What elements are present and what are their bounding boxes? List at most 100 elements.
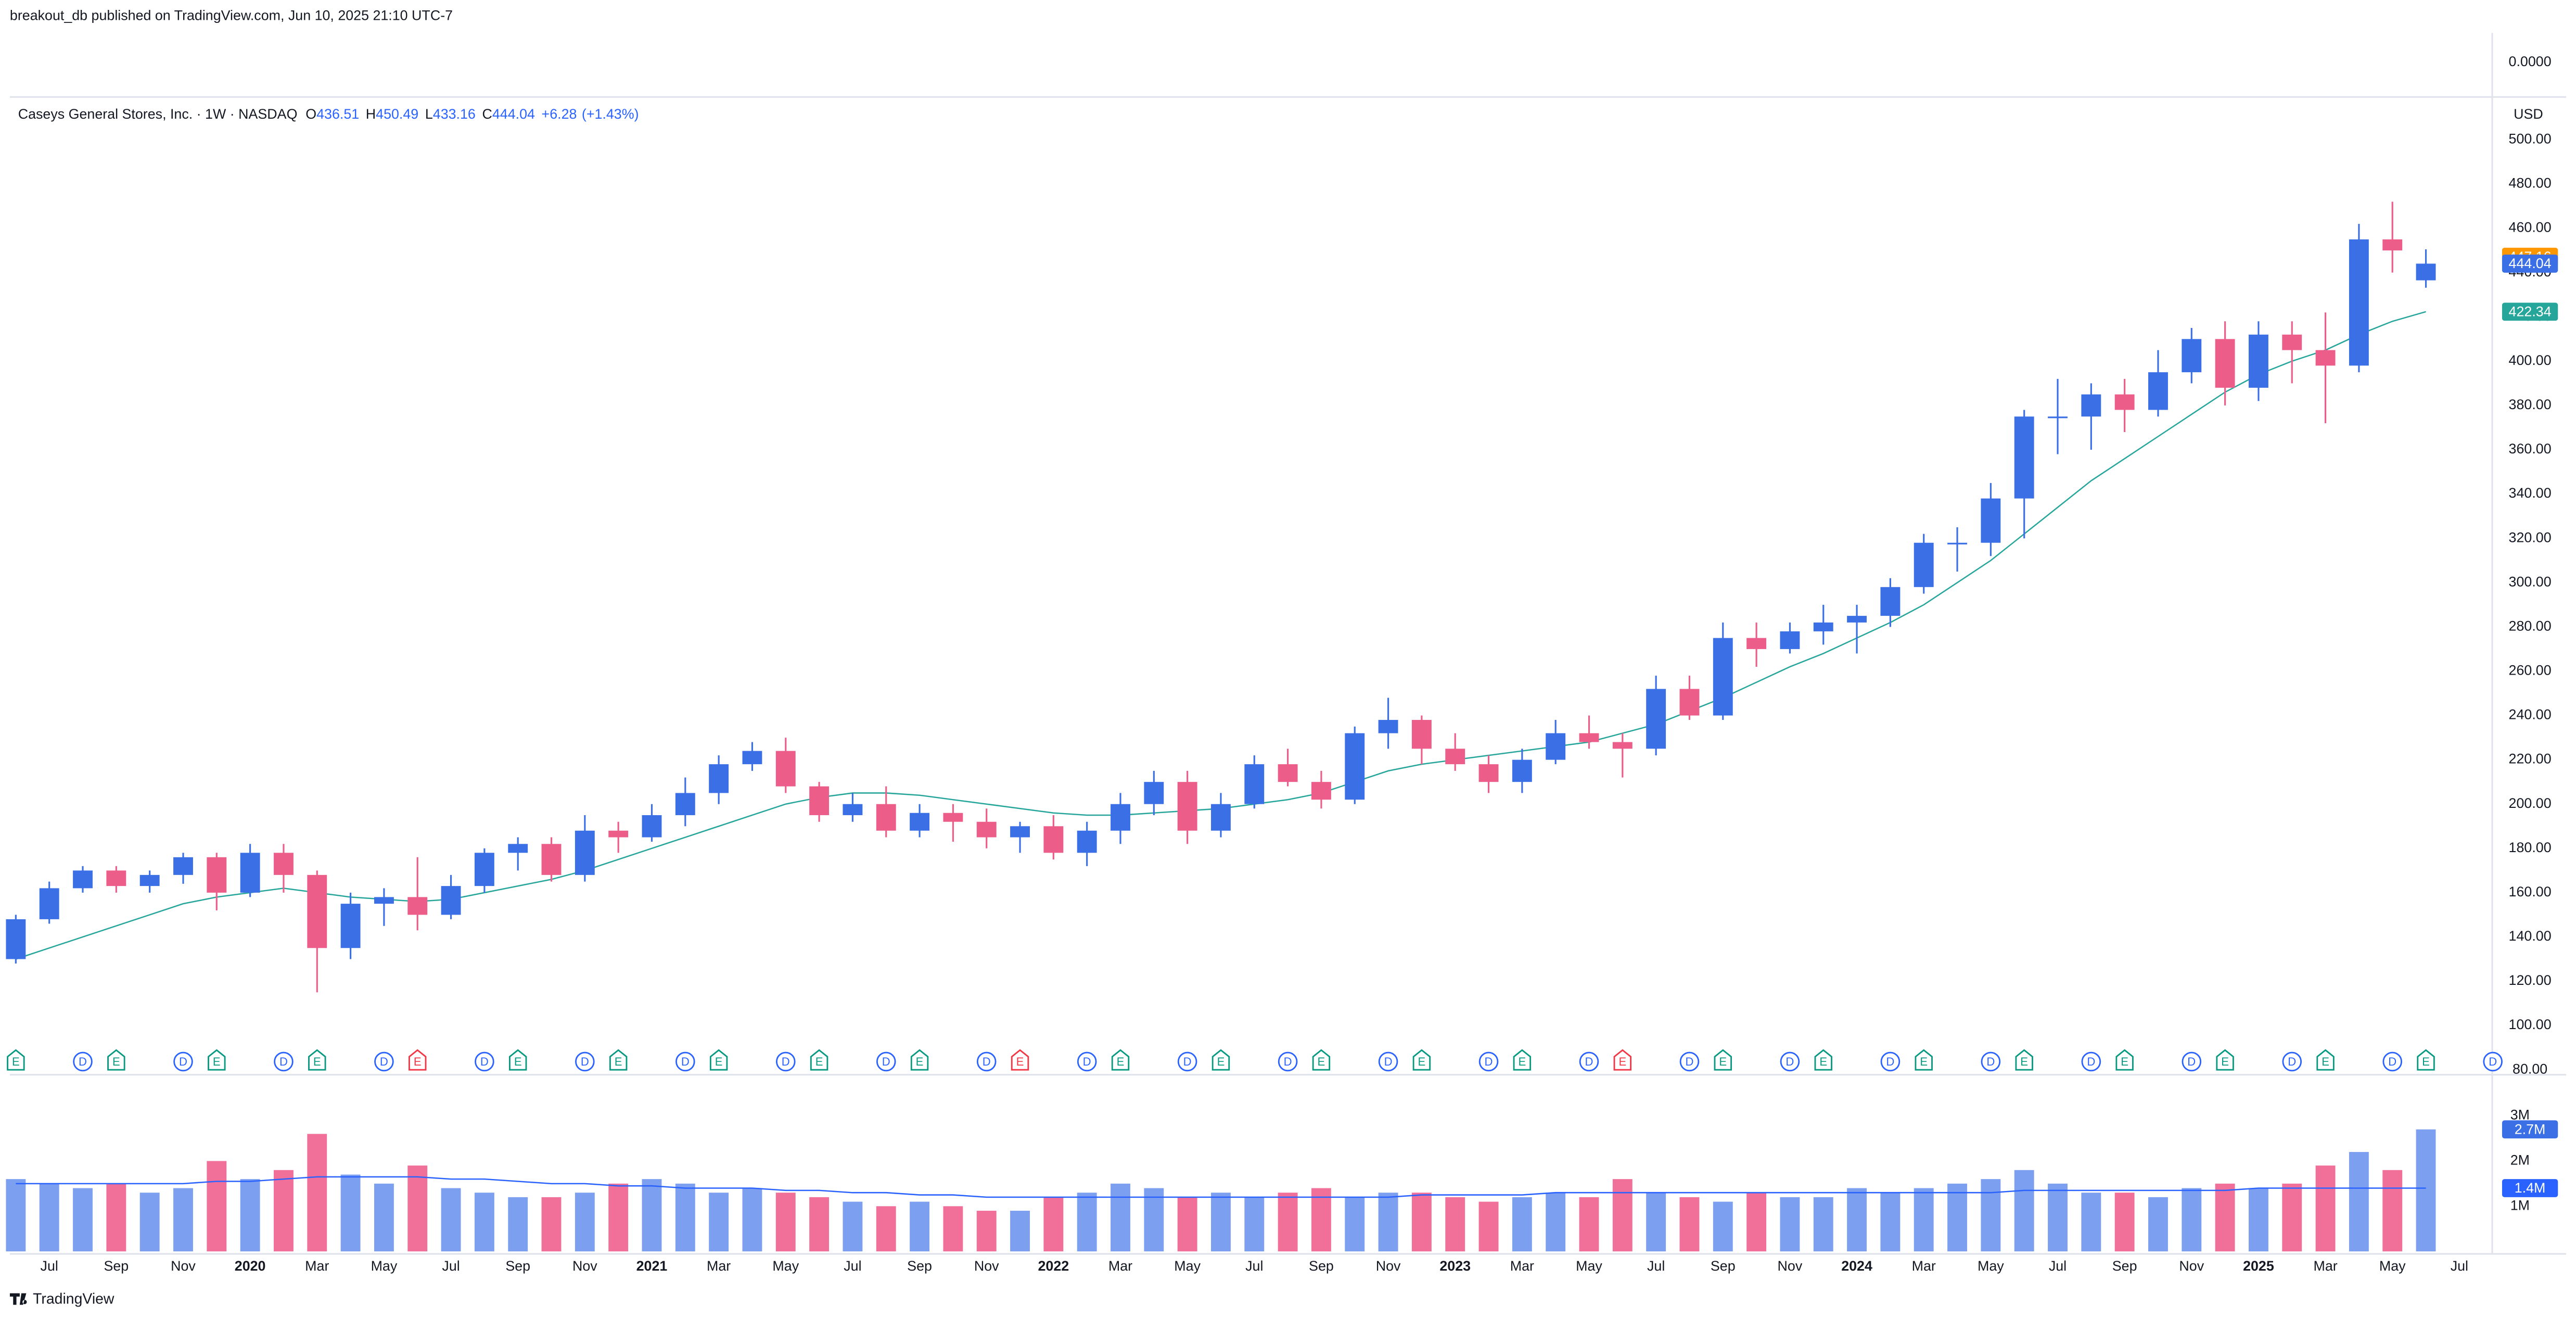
volume-bar <box>1679 1197 1700 1252</box>
event-label: D <box>983 1055 991 1068</box>
volume-bar <box>1780 1197 1800 1252</box>
candle-body <box>441 886 461 915</box>
candle-body <box>1847 616 1867 623</box>
candle-body <box>2248 334 2268 388</box>
y-tick-label: 100.00 <box>2509 1017 2552 1032</box>
event-shape <box>575 1051 595 1072</box>
volume-tag-label: 2.7M <box>2515 1121 2546 1137</box>
event-shape <box>2182 1051 2202 1072</box>
event-label: D <box>279 1055 288 1068</box>
x-tick-label: Mar <box>1912 1258 1936 1274</box>
candle-body <box>73 870 93 889</box>
volume-tag <box>2502 1120 2558 1139</box>
event-marker: D <box>1679 1051 1700 1072</box>
volume-bar <box>1211 1193 1231 1252</box>
event-label: D <box>1485 1055 1493 1068</box>
ohlc-letter: H <box>366 106 376 122</box>
event-label: D <box>1585 1055 1593 1068</box>
x-tick-label: 2021 <box>636 1258 668 1274</box>
candle-body <box>1713 638 1733 716</box>
x-tick-label: Sep <box>104 1258 129 1274</box>
symbol-title: Caseys General Stores, Inc. · 1W · NASDA… <box>18 106 298 122</box>
event-label: E <box>514 1055 522 1068</box>
volume-tick-label: 1M <box>2510 1197 2530 1213</box>
event-shape <box>208 1049 226 1071</box>
volume-bar <box>876 1206 896 1252</box>
x-tick-label: Sep <box>505 1258 530 1274</box>
event-shape <box>374 1051 394 1072</box>
y-tick-label: 380.00 <box>2509 397 2552 412</box>
x-tick-label: 2024 <box>1841 1258 1872 1274</box>
y-tick-label: 260.00 <box>2509 663 2552 678</box>
candle-body <box>374 897 394 904</box>
volume-tag-label: 1.4M <box>2515 1180 2546 1196</box>
volume-bar <box>1512 1197 1532 1252</box>
volume-bar <box>407 1165 428 1252</box>
volume-bar <box>2148 1197 2168 1252</box>
event-label: E <box>1318 1055 1325 1068</box>
volume-bar <box>139 1193 160 1252</box>
candle-body <box>508 844 528 853</box>
event-shape <box>675 1051 695 1072</box>
candle-body <box>775 751 796 787</box>
price-tag <box>2502 302 2558 321</box>
candle-body <box>1579 733 1599 742</box>
event-shape <box>1111 1049 1130 1071</box>
event-label: D <box>1685 1055 1693 1068</box>
x-tick-label: Jul <box>442 1258 460 1274</box>
candle-body <box>742 751 762 765</box>
event-shape <box>107 1049 125 1071</box>
event-shape <box>1714 1049 1732 1071</box>
candle-body <box>1880 587 1901 616</box>
y-tick-label: 480.00 <box>2509 175 2552 191</box>
volume-bar <box>976 1210 997 1252</box>
event-shape <box>775 1051 796 1072</box>
x-tick-label: Nov <box>974 1258 999 1274</box>
candle-body <box>2114 394 2135 410</box>
event-shape <box>1679 1051 1700 1072</box>
candle-body <box>843 804 863 815</box>
volume-bar <box>1445 1197 1465 1252</box>
event-label: D <box>179 1055 187 1068</box>
volume-bar <box>374 1183 394 1252</box>
candle-body <box>1378 720 1398 733</box>
candle-body <box>1278 764 1298 782</box>
volume-bar <box>2349 1152 2369 1252</box>
price-tag-label: 422.34 <box>2509 303 2552 319</box>
event-shape <box>2382 1051 2403 1072</box>
event-shape <box>709 1049 728 1071</box>
event-marker: D <box>575 1051 595 1072</box>
candle-body <box>1445 749 1465 765</box>
volume-bar <box>1111 1183 1130 1252</box>
event-label: D <box>2187 1055 2196 1068</box>
event-label: E <box>2422 1055 2430 1068</box>
volume-bar <box>2114 1193 2135 1252</box>
volume-tick-label: 3M <box>2510 1107 2530 1123</box>
x-tick-label: Sep <box>1711 1258 1736 1274</box>
candle-body <box>575 830 595 875</box>
candle-body <box>2081 394 2101 417</box>
event-shape <box>1478 1051 1499 1072</box>
candle-body <box>207 857 227 893</box>
event-label: E <box>1920 1055 1928 1068</box>
event-shape <box>2081 1051 2101 1072</box>
volume-bar <box>274 1170 294 1252</box>
event-shape <box>2316 1049 2335 1071</box>
volume-bar <box>173 1188 193 1252</box>
event-label: D <box>581 1055 589 1068</box>
volume-bar <box>1880 1193 1901 1252</box>
candle-body <box>1244 764 1265 804</box>
event-label: E <box>715 1055 723 1068</box>
volume-bar <box>2416 1129 2436 1252</box>
x-tick-label: Sep <box>1309 1258 1334 1274</box>
event-label: D <box>1986 1055 1995 1068</box>
event-marker: D <box>2483 1051 2503 1072</box>
event-shape <box>609 1049 628 1071</box>
volume-bar <box>73 1188 93 1252</box>
volume-bar <box>1278 1193 1298 1252</box>
event-label: E <box>615 1055 622 1068</box>
x-tick-label: May <box>1576 1258 1602 1274</box>
event-marker: E <box>1915 1049 1933 1071</box>
x-tick-label: Mar <box>305 1258 329 1274</box>
event-label: E <box>2020 1055 2028 1068</box>
